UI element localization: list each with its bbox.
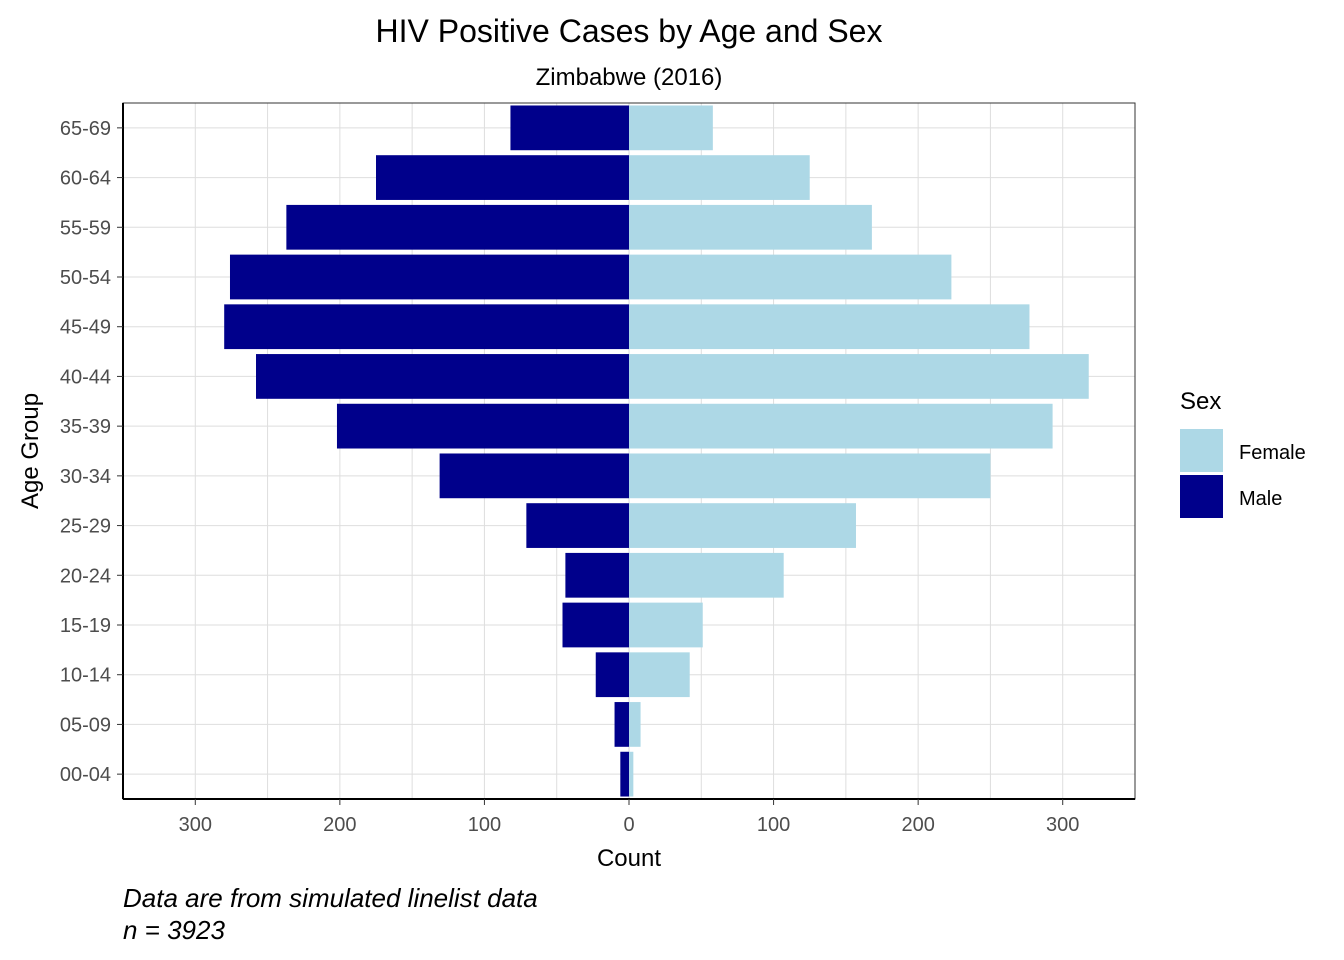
y-axis-ticks: 00-04 05-09 10-14 15-19 20-24 25-29 30-34 35-39… [60, 118, 123, 786]
bar-male-30-34 [439, 453, 629, 499]
bar-female-05-09 [629, 702, 641, 747]
x-tick-label: 300 [1046, 814, 1079, 836]
caption-line-2: n = 3923 [123, 915, 225, 945]
x-tick-label: 200 [323, 814, 356, 836]
bars [224, 105, 1089, 797]
legend-items: Female Male [1180, 429, 1306, 518]
legend-key-male [1180, 475, 1223, 518]
legend: Sex Female Male [1180, 388, 1306, 518]
bar-male-15-19 [562, 602, 629, 648]
caption-line-1: Data are from simulated linelist data [123, 883, 538, 913]
y-tick-label: 40-44 [60, 366, 111, 388]
legend-key-female [1180, 429, 1223, 472]
y-tick-label: 65-69 [60, 118, 111, 140]
bar-male-60-64 [376, 155, 629, 200]
x-tick-label: 0 [623, 814, 634, 836]
bar-male-10-14 [595, 652, 629, 698]
bar-female-65-69 [629, 105, 713, 151]
y-tick-label: 50-54 [60, 267, 111, 289]
bar-female-50-54 [629, 254, 952, 300]
bar-female-55-59 [629, 204, 872, 250]
legend-label-male: Male [1239, 488, 1282, 510]
bar-female-60-64 [629, 155, 810, 200]
bar-female-15-19 [629, 602, 703, 648]
bar-female-20-24 [629, 552, 784, 598]
bar-female-35-39 [629, 403, 1053, 449]
bar-female-30-34 [629, 453, 991, 499]
y-tick-label: 55-59 [60, 217, 111, 239]
bar-female-00-04 [629, 751, 634, 797]
y-tick-label: 25-29 [60, 516, 111, 538]
chart-subtitle: Zimbabwe (2016) [536, 64, 723, 91]
y-axis-title: Age Group [17, 393, 44, 509]
x-tick-label: 100 [468, 814, 501, 836]
bar-female-45-49 [629, 304, 1030, 350]
bar-male-05-09 [614, 702, 629, 747]
x-axis-title: Count [597, 845, 661, 872]
y-tick-label: 35-39 [60, 416, 111, 438]
x-tick-label: 100 [757, 814, 790, 836]
chart-title: HIV Positive Cases by Age and Sex [376, 13, 883, 49]
bar-male-55-59 [286, 204, 629, 250]
x-tick-label: 300 [179, 814, 212, 836]
legend-title: Sex [1180, 388, 1221, 415]
bar-male-35-39 [336, 403, 629, 449]
x-tick-label: 200 [901, 814, 934, 836]
x-axis-ticks: 300 200 100 0 100 200 300 [179, 799, 1079, 836]
bar-male-20-24 [565, 552, 629, 598]
y-tick-label: 20-24 [60, 565, 111, 587]
bar-male-40-44 [256, 354, 629, 399]
bar-male-25-29 [526, 503, 629, 548]
bar-male-50-54 [229, 254, 630, 300]
y-tick-label: 60-64 [60, 168, 111, 190]
bar-male-00-04 [620, 751, 629, 797]
y-tick-label: 05-09 [60, 714, 111, 736]
y-tick-label: 45-49 [60, 317, 111, 339]
legend-label-female: Female [1239, 442, 1306, 464]
y-tick-label: 15-19 [60, 615, 111, 637]
bar-female-25-29 [629, 503, 856, 548]
y-tick-label: 10-14 [60, 665, 111, 687]
bar-male-65-69 [510, 105, 629, 151]
y-tick-label: 30-34 [60, 466, 111, 488]
bar-female-10-14 [629, 652, 690, 698]
y-tick-label: 00-04 [60, 764, 111, 786]
bar-male-45-49 [224, 304, 629, 350]
bar-female-40-44 [629, 354, 1089, 399]
